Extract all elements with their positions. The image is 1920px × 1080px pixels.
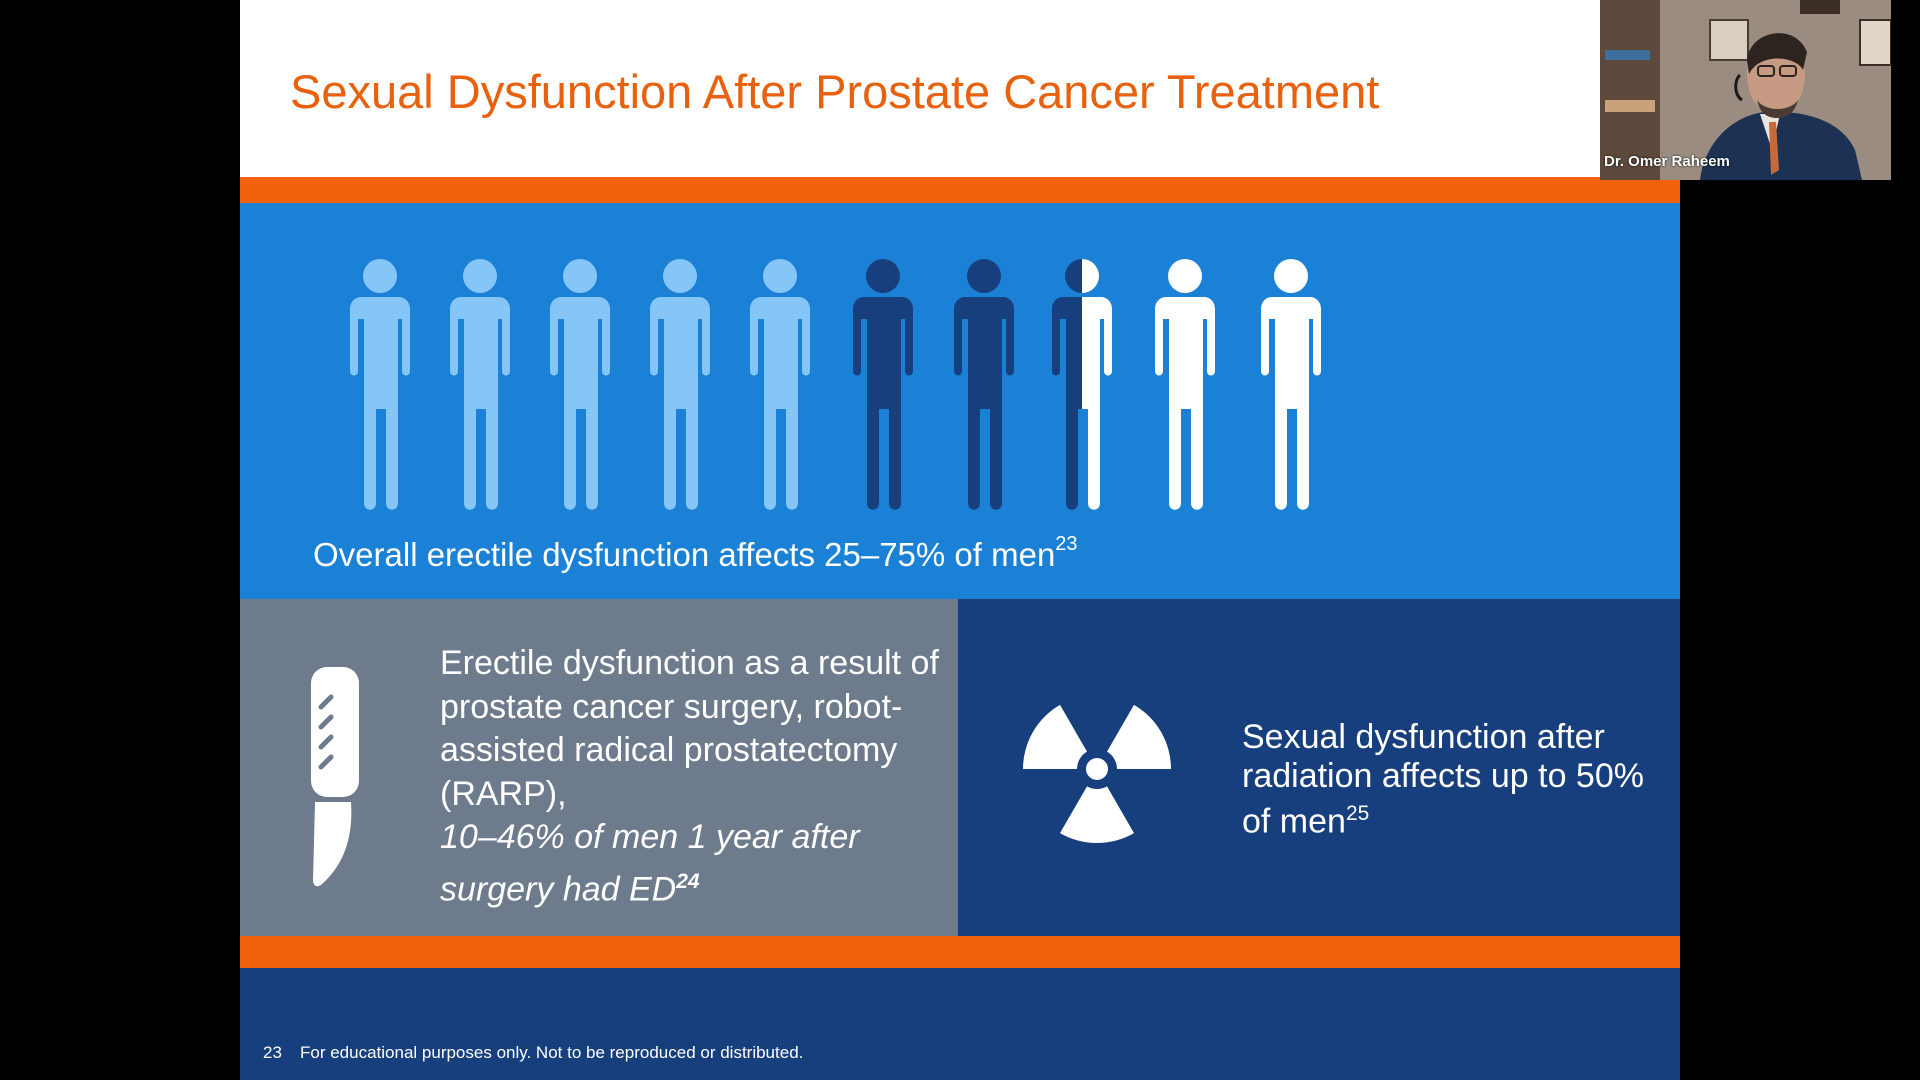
people-caption-text: Overall erectile dysfunction affects 25–… [313,536,1056,573]
people-pictogram [240,203,1680,533]
radiation-ref: 25 [1345,802,1370,825]
presentation-slide: Sexual Dysfunction After Prostate Cancer… [240,0,1680,1080]
erectile-dysfunction-panel: Overall erectile dysfunction affects 25–… [240,203,1680,599]
participant-video-feed [1600,0,1891,180]
surgery-description: Erectile dysfunction as a result of pros… [440,644,939,813]
person-figure-icon [936,259,1032,515]
surgery-statistic: 10–46% of men 1 year after surgery had E… [440,818,860,908]
footer-disclaimer: For educational purposes only. Not to be… [300,1043,804,1062]
slide-header: Sexual Dysfunction After Prostate Cancer… [240,0,1680,177]
radiation-text: Sexual dysfunction after radiation affec… [1242,718,1662,841]
radiation-icon [1023,704,1171,843]
surgery-panel: Erectile dysfunction as a result of pros… [240,599,958,936]
scalpel-icon [311,667,359,887]
participant-name-label: Dr. Omer Raheem [1604,153,1730,170]
radiation-description: Sexual dysfunction after radiation affec… [1242,718,1644,841]
surgery-ref: 24 [676,869,700,893]
person-figure-icon [732,259,828,515]
person-figure-icon [332,259,428,515]
surgery-text: Erectile dysfunction as a result of pros… [440,642,940,911]
radiation-panel: Sexual dysfunction after radiation affec… [958,599,1680,936]
orange-divider-bottom [240,936,1680,968]
people-caption: Overall erectile dysfunction affects 25–… [313,533,1078,574]
slide-page-number: 23 [263,1043,282,1062]
orange-divider-top [240,177,1680,203]
person-figure-icon [432,259,528,515]
slide-footer: 23 For educational purposes only. Not to… [240,968,1680,1080]
person-figure-icon [835,259,931,515]
person-figure-icon [632,259,728,515]
slide-title: Sexual Dysfunction After Prostate Cancer… [290,65,1380,118]
person-figure-icon [1243,259,1339,515]
people-caption-ref: 23 [1055,533,1078,555]
person-figure-icon [1034,259,1130,515]
person-figure-icon [1137,259,1233,515]
person-figure-icon [532,259,628,515]
participant-video-tile[interactable]: Dr. Omer Raheem [1600,0,1891,180]
